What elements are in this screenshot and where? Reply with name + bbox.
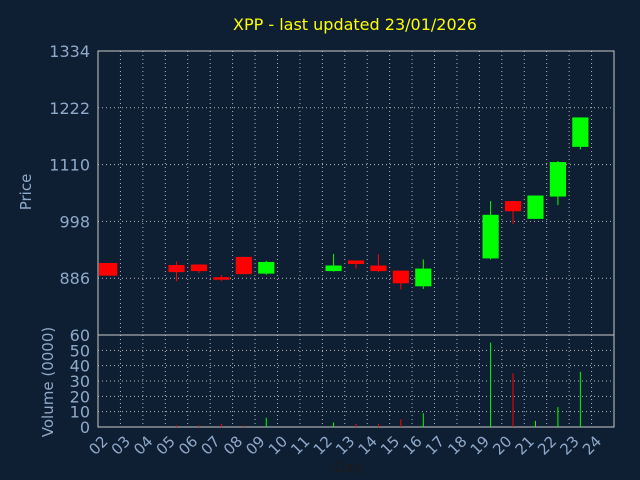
candle-body: [190, 264, 208, 272]
candle-body: [392, 270, 409, 284]
candle: [190, 264, 208, 274]
candle-body: [527, 195, 544, 219]
candle: [370, 254, 387, 273]
candle: [504, 201, 522, 224]
candle: [415, 259, 432, 289]
volume-tick-label: 50: [70, 341, 90, 360]
price-tick-label: 998: [59, 212, 90, 231]
volume-tick-label: 0: [80, 418, 90, 437]
candle: [99, 262, 118, 276]
volume-tick-label: 10: [70, 403, 90, 422]
candle-body: [325, 265, 342, 272]
candle-body: [572, 117, 589, 147]
candle-body: [213, 277, 230, 280]
candle: [168, 261, 185, 282]
candle-body: [415, 268, 432, 287]
price-frame: [97, 50, 615, 336]
candle-body: [504, 201, 522, 212]
candle: [572, 117, 589, 150]
candle-body: [347, 260, 365, 264]
candle-body: [168, 265, 185, 273]
price-panel: 1334 1222 1110 998 886: [49, 42, 615, 336]
volume-tick-label: 40: [70, 357, 90, 376]
candle-body: [482, 214, 499, 259]
price-tick-label: 1334: [49, 42, 90, 61]
candle: [549, 161, 566, 206]
x-tick-labels: 0203040506070809101112131415161718192021…: [85, 432, 605, 458]
candle-body: [258, 261, 275, 274]
price-axis-label: Price: [17, 174, 35, 211]
candle-body: [235, 256, 252, 275]
candle: [482, 201, 499, 260]
candle: [325, 253, 342, 272]
chart-title: XPP - last updated 23/01/2026: [233, 15, 477, 34]
volume-tick-label: 30: [70, 372, 90, 391]
candle: [258, 260, 275, 275]
candle: [527, 195, 544, 219]
candle: [213, 275, 230, 282]
candle-body: [370, 265, 387, 272]
volume-axis-label: Volume (0000): [39, 327, 57, 437]
candle-body: [99, 262, 118, 276]
price-tick-label: 1222: [49, 99, 90, 118]
price-tick-label: 886: [59, 269, 90, 288]
candle-body: [549, 162, 566, 197]
x-tick-label: 24: [579, 432, 605, 458]
candle: [235, 256, 252, 275]
candle: [347, 260, 365, 269]
candle: [392, 270, 409, 290]
price-tick-label: 1110: [49, 156, 90, 175]
volume-tick-label: 60: [70, 326, 90, 345]
volume-frame: [97, 334, 615, 428]
volume-tick-label: 20: [70, 387, 90, 406]
x-axis-label: Day: [334, 460, 362, 476]
